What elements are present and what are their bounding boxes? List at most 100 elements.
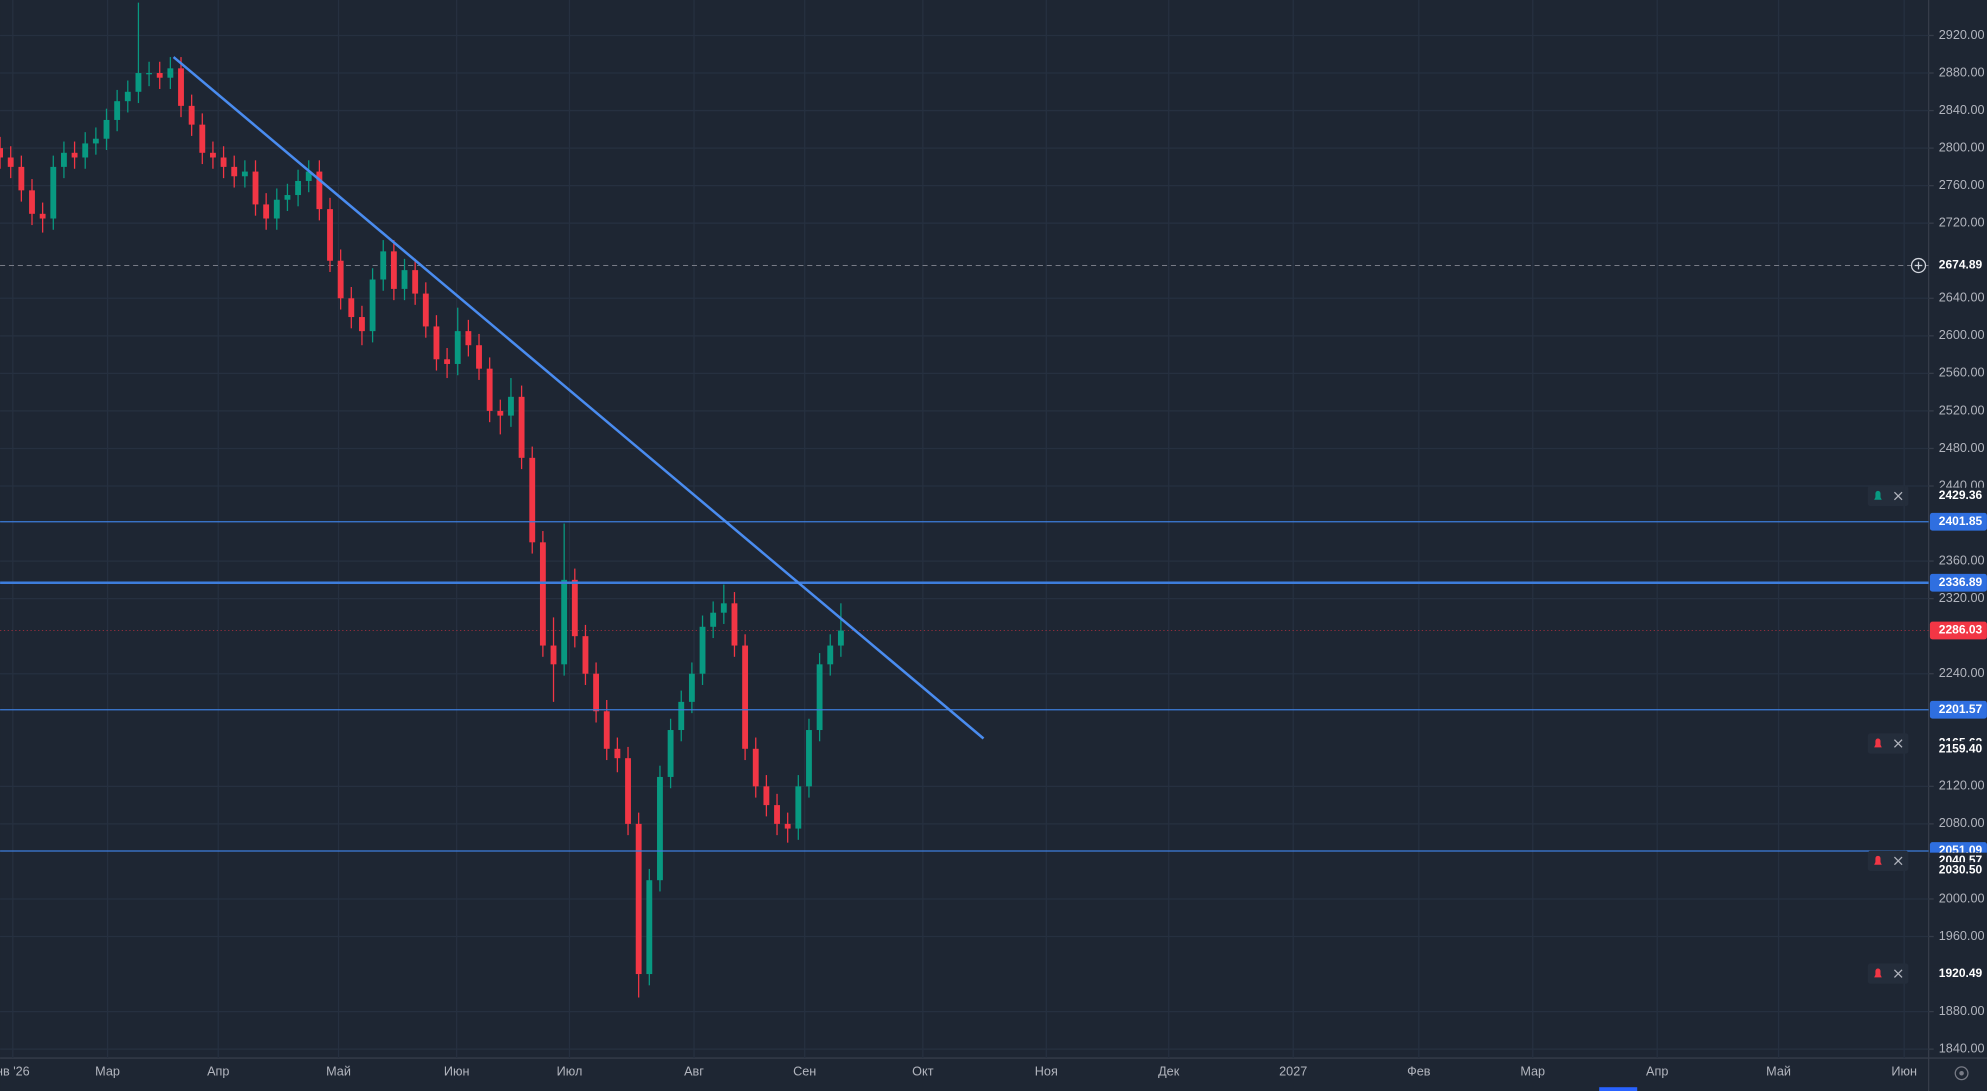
y-tick-label: 2720.00 <box>1939 216 1985 230</box>
scroll-indicator[interactable] <box>1599 1087 1638 1091</box>
x-tick-label: Июл <box>557 1064 583 1078</box>
candle-body <box>720 603 727 613</box>
candle-body <box>369 279 376 332</box>
alert-label: 1920.49 <box>1939 966 1983 980</box>
candle-body <box>614 748 621 759</box>
candle-body <box>806 730 812 787</box>
y-tick-label: 2240.00 <box>1939 666 1985 680</box>
level-label: 2401.85 <box>1939 514 1983 528</box>
y-tick-label: 2320.00 <box>1939 591 1985 605</box>
x-tick-label: Май <box>1766 1064 1791 1078</box>
y-tick-label: 2560.00 <box>1939 366 1985 380</box>
candle-body <box>316 171 323 210</box>
alert-icon-bg <box>1867 850 1909 872</box>
y-tick-label: 1880.00 <box>1939 1004 1985 1018</box>
candle-body <box>359 317 365 332</box>
candle-body <box>103 119 110 139</box>
candle-body <box>688 673 695 702</box>
candle-body <box>348 298 355 318</box>
candle-body <box>603 711 610 749</box>
alert-label-bg <box>1929 965 1987 982</box>
candle-body <box>82 143 89 158</box>
candle-body <box>837 630 844 646</box>
candle-body <box>539 542 546 646</box>
candle-body <box>742 645 749 749</box>
y-tick-label: 2120.00 <box>1939 779 1985 793</box>
level-label: 2201.57 <box>1939 702 1983 716</box>
candle-body <box>327 209 333 261</box>
alert-label-bg <box>1929 741 1987 758</box>
candle-body <box>29 190 35 214</box>
candle-body <box>50 166 57 219</box>
x-tick-label: нв '26 <box>0 1064 30 1078</box>
candle-body <box>667 730 674 777</box>
y-tick-label: 2760.00 <box>1939 178 1985 192</box>
candle-body <box>646 880 653 975</box>
x-tick-label: Окт <box>912 1064 934 1078</box>
y-tick-label: 2880.00 <box>1939 65 1985 79</box>
candle-body <box>497 410 504 416</box>
candle-body <box>178 68 184 106</box>
x-tick-label: Июн <box>1891 1064 1917 1078</box>
candle-body <box>422 293 429 327</box>
candle-body <box>305 171 312 181</box>
candle-body <box>0 148 3 158</box>
candle-body <box>486 368 493 411</box>
x-tick-label: Апр <box>207 1064 229 1078</box>
y-tick-label: 2840.00 <box>1939 103 1985 117</box>
candle-body <box>412 270 419 294</box>
candle-body <box>390 251 397 289</box>
settings-icon-dot <box>1959 1070 1964 1076</box>
candle-body <box>518 396 525 458</box>
level-label-bg <box>1929 512 1987 531</box>
alert-close <box>1893 739 1903 748</box>
last-price-label-bg <box>1929 621 1987 640</box>
y-tick-label: 2480.00 <box>1939 441 1985 455</box>
candle-body <box>678 701 685 731</box>
candle-body <box>550 645 557 665</box>
alert-label: 2030.50 <box>1939 863 1983 877</box>
alert-icon-bg <box>1867 963 1909 984</box>
candle-body <box>7 157 14 167</box>
y-tick-label: 2360.00 <box>1939 553 1985 567</box>
x-tick-label: Июн <box>444 1064 470 1078</box>
candle-body <box>752 748 759 787</box>
candle-body <box>433 326 440 360</box>
y-tick-label: 2520.00 <box>1939 403 1985 417</box>
crosshair-label-bg <box>1931 256 1987 275</box>
x-tick-label: Дек <box>1158 1064 1180 1078</box>
candle-body <box>454 331 461 364</box>
candle-body <box>263 204 270 219</box>
y-tick-label: 2800.00 <box>1939 140 1985 154</box>
x-tick-label: Апр <box>1646 1064 1668 1078</box>
candle-body <box>220 157 227 167</box>
candle-body <box>252 171 259 205</box>
y-tick-label: 2640.00 <box>1939 291 1985 305</box>
candle-body <box>380 251 387 280</box>
candle-body <box>476 345 482 369</box>
candle-body <box>444 359 451 364</box>
candle-body <box>135 73 142 92</box>
candle-body <box>71 152 78 158</box>
candle-body <box>92 138 99 144</box>
y-tick-label: 2920.00 <box>1939 28 1985 42</box>
candle-body <box>731 603 738 646</box>
candle-body <box>401 270 408 289</box>
candle-body <box>571 579 578 637</box>
alert-icon-bg <box>1867 485 1909 507</box>
x-tick-label: Сен <box>793 1064 816 1078</box>
trend-line <box>172 56 985 740</box>
settings-icon[interactable] <box>1954 1066 1969 1081</box>
x-tick-label: Фев <box>1407 1064 1431 1078</box>
alert-icon-bg <box>1867 733 1909 754</box>
candle-body <box>241 171 248 177</box>
candle-body <box>635 823 642 975</box>
candle-body <box>231 166 238 177</box>
alert-bell <box>1874 968 1882 978</box>
candle-body <box>795 786 802 829</box>
candle-body <box>284 195 291 200</box>
candle-body <box>508 396 514 416</box>
alert-label-bg <box>1929 487 1987 505</box>
candle-body <box>593 673 600 712</box>
